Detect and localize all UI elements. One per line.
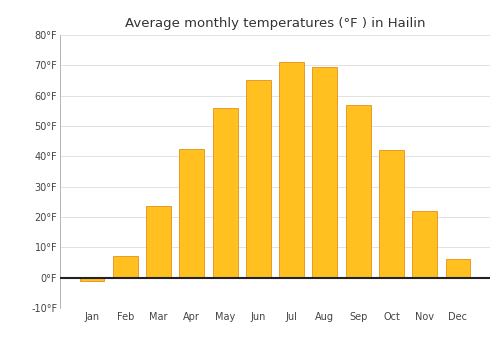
Bar: [346, 105, 370, 278]
Bar: [212, 108, 238, 278]
Bar: [113, 257, 138, 278]
Bar: [279, 62, 304, 278]
Bar: [312, 67, 338, 278]
Bar: [180, 149, 204, 278]
Bar: [80, 278, 104, 281]
Bar: [412, 211, 437, 278]
Bar: [146, 206, 171, 278]
Bar: [379, 150, 404, 278]
Title: Average monthly temperatures (°F ) in Hailin: Average monthly temperatures (°F ) in Ha…: [125, 17, 425, 30]
Bar: [446, 259, 470, 278]
Bar: [246, 80, 271, 278]
